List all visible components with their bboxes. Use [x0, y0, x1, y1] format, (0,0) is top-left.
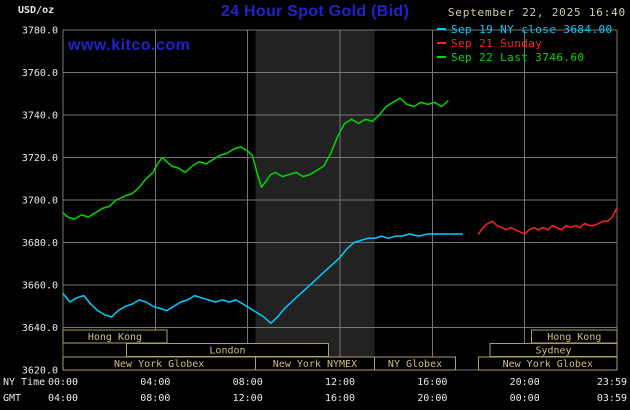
- series-dash-icon: [437, 55, 446, 58]
- y-tick-label: 3620.0: [22, 366, 58, 377]
- page-title: 24 Hour Spot Gold (Bid): [220, 3, 410, 20]
- legend-label: Sep 19 NY close 3684.00: [451, 23, 613, 36]
- session-label: Hong Kong: [88, 332, 142, 343]
- price-line-sep21: [477, 207, 618, 235]
- y-tick-label: 3720.0: [22, 153, 58, 164]
- x-tick-label: 12:00: [233, 393, 263, 404]
- y-tick-label: 3700.0: [22, 196, 58, 207]
- y-tick-label: 3760.0: [22, 68, 58, 79]
- price-line-sep19: [62, 233, 464, 325]
- y-tick-label: 3780.0: [22, 26, 58, 37]
- legend-item-sep19-ny-close: Sep 19 NY close 3684.00: [437, 23, 613, 37]
- session-label: Hong Kong: [547, 332, 601, 343]
- x-tick-label: 16:00: [325, 393, 355, 404]
- x-tick-label: 00:00: [510, 393, 540, 404]
- x-tick-label: 23:59: [597, 377, 627, 388]
- chart-legend: Sep 19 NY close 3684.00 Sep 21 Sunday Se…: [437, 23, 613, 65]
- y-tick-label: 3680.0: [22, 238, 58, 249]
- session-label: New York NYMEX: [273, 359, 357, 370]
- x-tick-label: 04:00: [140, 377, 170, 388]
- ny-time-axis-label: NY Time: [3, 377, 45, 388]
- x-tick-label: 12:00: [325, 377, 355, 388]
- price-line-sep22: [62, 97, 449, 220]
- session-label: New York Globex: [503, 359, 593, 370]
- kitco-watermark-link[interactable]: www.kitco.com: [68, 37, 191, 54]
- session-box: [62, 329, 168, 344]
- x-tick-label: 04:00: [48, 393, 78, 404]
- x-tick-label: 20:00: [510, 377, 540, 388]
- x-tick-label: 00:00: [48, 377, 78, 388]
- series-dash-icon: [437, 41, 446, 44]
- y-tick-label: 3660.0: [22, 281, 58, 292]
- y-tick-label: 3740.0: [22, 111, 58, 122]
- legend-item-sep22-last: Sep 22 Last 3746.60: [437, 51, 613, 65]
- datetime-label: September 22, 2025 16:40: [447, 6, 626, 19]
- x-tick-label: 20:00: [417, 393, 447, 404]
- session-label: Sydney: [535, 346, 571, 357]
- series-dash-icon: [437, 27, 446, 30]
- session-label: NY Globex: [388, 359, 442, 370]
- session-box: [374, 356, 456, 371]
- session-label: New York Globex: [114, 359, 204, 370]
- session-label: London: [209, 346, 245, 357]
- unit-label: USD/oz: [18, 5, 55, 16]
- legend-item-sep21-sunday: Sep 21 Sunday: [437, 37, 613, 51]
- x-tick-label: 08:00: [140, 393, 170, 404]
- legend-label: Sep 22 Last 3746.60: [451, 51, 585, 64]
- x-tick-label: 16:00: [417, 377, 447, 388]
- x-tick-label: 08:00: [233, 377, 263, 388]
- legend-label: Sep 21 Sunday: [451, 37, 543, 50]
- y-tick-label: 3640.0: [22, 323, 58, 334]
- session-box: [478, 356, 618, 371]
- gmt-axis-label: GMT: [3, 393, 21, 404]
- x-tick-label: 03:59: [597, 393, 627, 404]
